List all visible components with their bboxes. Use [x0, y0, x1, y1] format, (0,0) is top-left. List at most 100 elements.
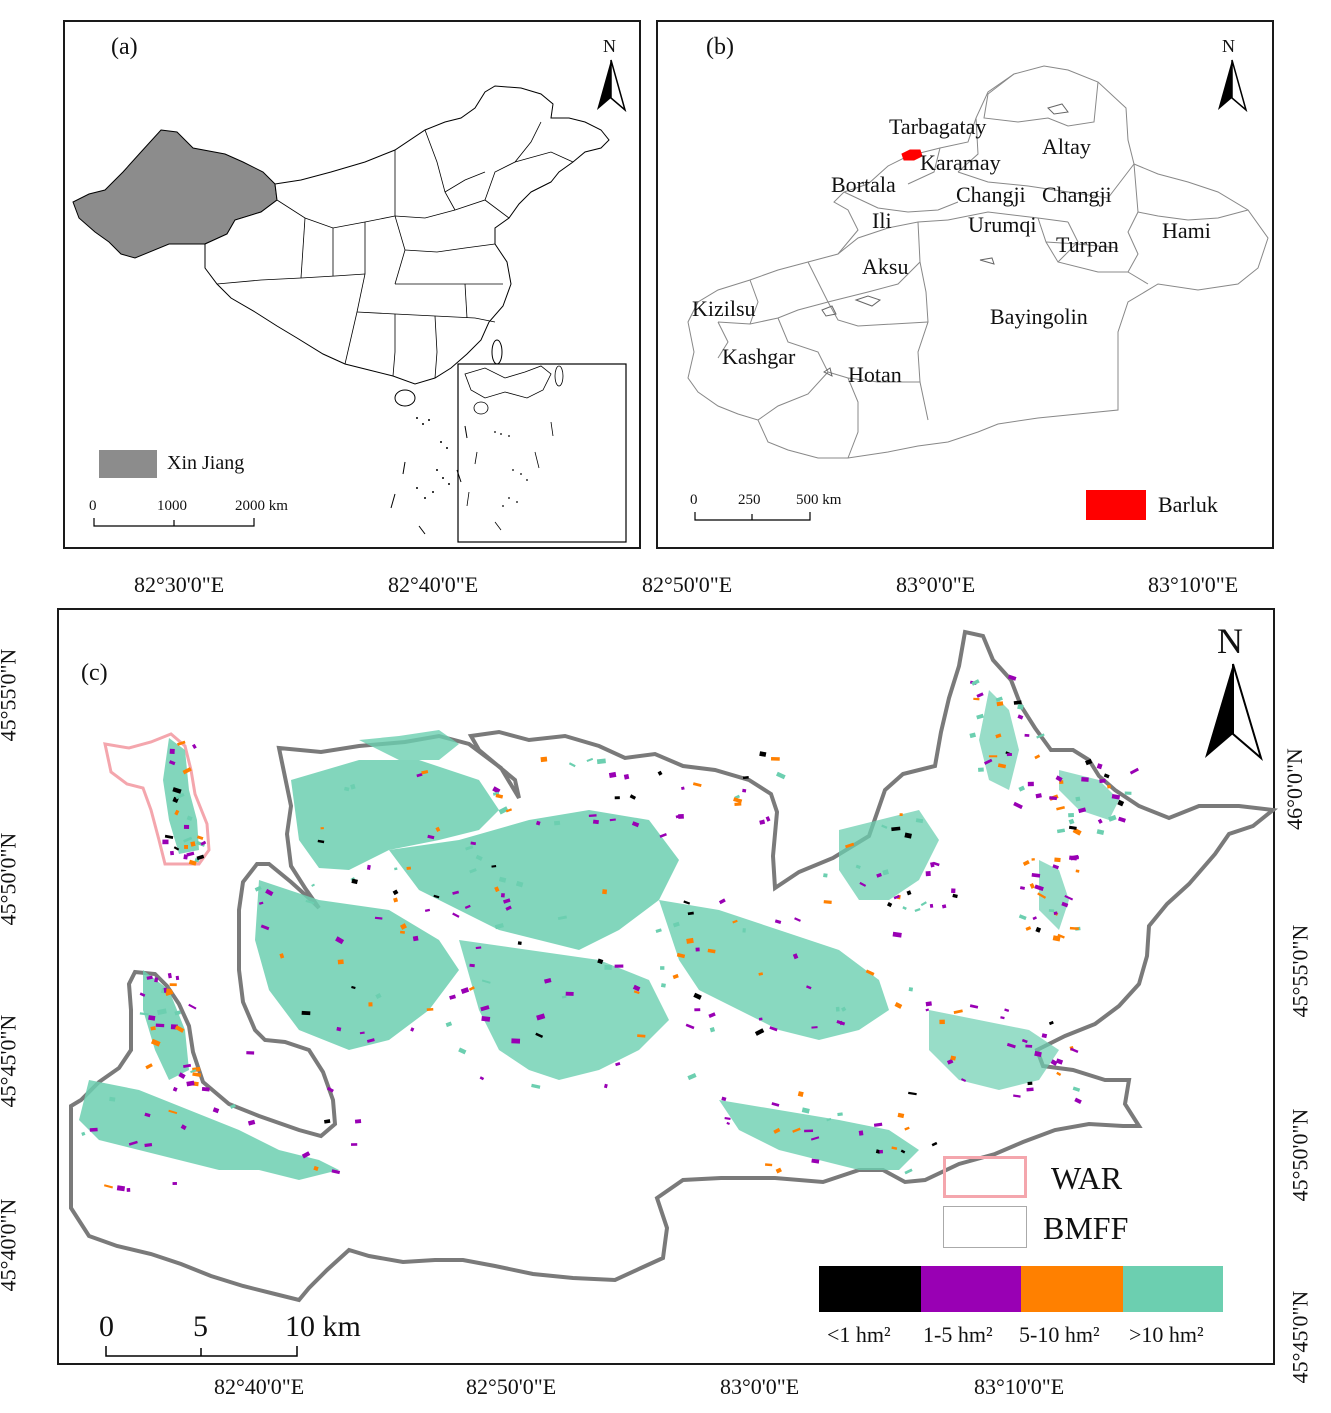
forest-patch [685, 1023, 695, 1030]
forest-patch [774, 919, 782, 924]
forest-patch [301, 1151, 311, 1159]
forest-patch [1035, 793, 1042, 799]
forest-patch [1022, 860, 1030, 866]
top-tick: 82°30'0"E [134, 572, 225, 597]
forest-patch [858, 1130, 864, 1136]
forest-patch [469, 868, 477, 874]
forest-patch [1032, 916, 1037, 921]
forest-patch [426, 1007, 434, 1011]
forest-patch [568, 762, 576, 768]
forest-patch [192, 743, 197, 750]
forest-patch [629, 794, 637, 800]
region-label: Changji [1042, 182, 1112, 207]
scale-bar-b [694, 512, 811, 521]
forest-patch [588, 814, 597, 817]
forest-patch [1017, 714, 1024, 720]
forest-patch [498, 806, 509, 815]
forest-patch [1052, 864, 1060, 870]
forest-patch [433, 894, 440, 899]
forest-patch [465, 845, 474, 851]
scale-bar-a [93, 518, 255, 527]
forest-patch [1074, 1097, 1082, 1104]
forest-patch [655, 928, 662, 933]
forest-patch [632, 984, 641, 992]
forest-patch [166, 988, 171, 994]
forest-patch [1048, 1020, 1054, 1026]
scale-b-2: 500 km [796, 492, 842, 508]
forest-patch [995, 733, 1002, 739]
forest-patch [657, 770, 663, 776]
scale-b-0: 0 [690, 492, 698, 508]
forest-patch [804, 1129, 814, 1133]
region-label: Hami [1162, 218, 1211, 243]
top-tick: 82°40'0"E [388, 572, 479, 597]
forest-patch [480, 1005, 490, 1012]
forest-patch [229, 1103, 236, 1109]
forest-patch [170, 850, 175, 856]
forest-patch [837, 1112, 843, 1117]
class-label: 1-5 hm² [923, 1322, 993, 1347]
forest-patch [973, 697, 980, 701]
forest-patch [374, 916, 383, 920]
forest-patch [1069, 855, 1078, 861]
forest-patch [212, 1107, 220, 1114]
panel-c-barluk-map: (c) N 0 5 10 [57, 608, 1278, 1365]
forest-patch [470, 841, 477, 846]
forest-patch [1055, 1058, 1064, 1065]
forest-patch [188, 859, 197, 866]
forest-patch [554, 820, 561, 826]
forest-patch [162, 839, 169, 845]
forest-patch [683, 900, 691, 905]
forest-patch [1026, 1087, 1034, 1092]
forest-patch [672, 921, 680, 928]
forest-patch [479, 1076, 485, 1081]
forest-patch [154, 977, 159, 983]
region-label: Kizilsu [692, 296, 756, 321]
forest-patch [469, 963, 475, 968]
forest-patch [1056, 828, 1066, 834]
forest-patch [1007, 674, 1017, 681]
forest-patch [726, 1121, 730, 1125]
forest-patch [687, 911, 694, 916]
forest-patch [540, 756, 548, 763]
forest-patch [882, 869, 889, 876]
forest-patch [694, 1008, 701, 1012]
forest-patch [1054, 857, 1061, 863]
right-tick: 45°55'0"N [1287, 924, 1313, 1018]
forest-patch [1068, 825, 1077, 830]
forest-patch [254, 885, 262, 892]
forest-patch [1018, 785, 1026, 792]
forest-patch [176, 740, 186, 746]
forest-patch [879, 1149, 884, 1154]
top-tick: 82°50'0"E [642, 572, 733, 597]
forest-patch [375, 992, 382, 1000]
forest-patch [1072, 1086, 1081, 1092]
forest-patch [845, 842, 855, 849]
forest-patch [810, 1136, 820, 1141]
forest-patch [950, 1055, 957, 1061]
forest-patch [929, 903, 934, 908]
forest-patch [1099, 778, 1106, 784]
forest-patch [173, 846, 180, 851]
forest-patch [841, 1006, 847, 1012]
forest-patch [139, 1012, 149, 1016]
forest-patch [336, 1026, 342, 1032]
region-label: Tarbagatay [889, 114, 987, 139]
forest-patch [941, 904, 947, 909]
forest-patch [1056, 1071, 1062, 1077]
forest-patch [1096, 829, 1105, 836]
forest-patch [424, 908, 431, 912]
forest-patch [742, 928, 746, 933]
forest-patch [1024, 733, 1030, 737]
forest-patch [427, 834, 435, 840]
forest-patch [1000, 1016, 1005, 1020]
forest-patch [904, 1168, 913, 1175]
war-legend-swatch [943, 1156, 1027, 1198]
top-tick: 83°10'0"E [1148, 572, 1239, 597]
forest-patch [1034, 884, 1044, 891]
forest-patch [1064, 895, 1074, 901]
forest-patch [452, 912, 460, 918]
forest-patch [1027, 1081, 1033, 1086]
north-label-a: N [603, 36, 616, 56]
forest-patch [109, 1096, 116, 1102]
